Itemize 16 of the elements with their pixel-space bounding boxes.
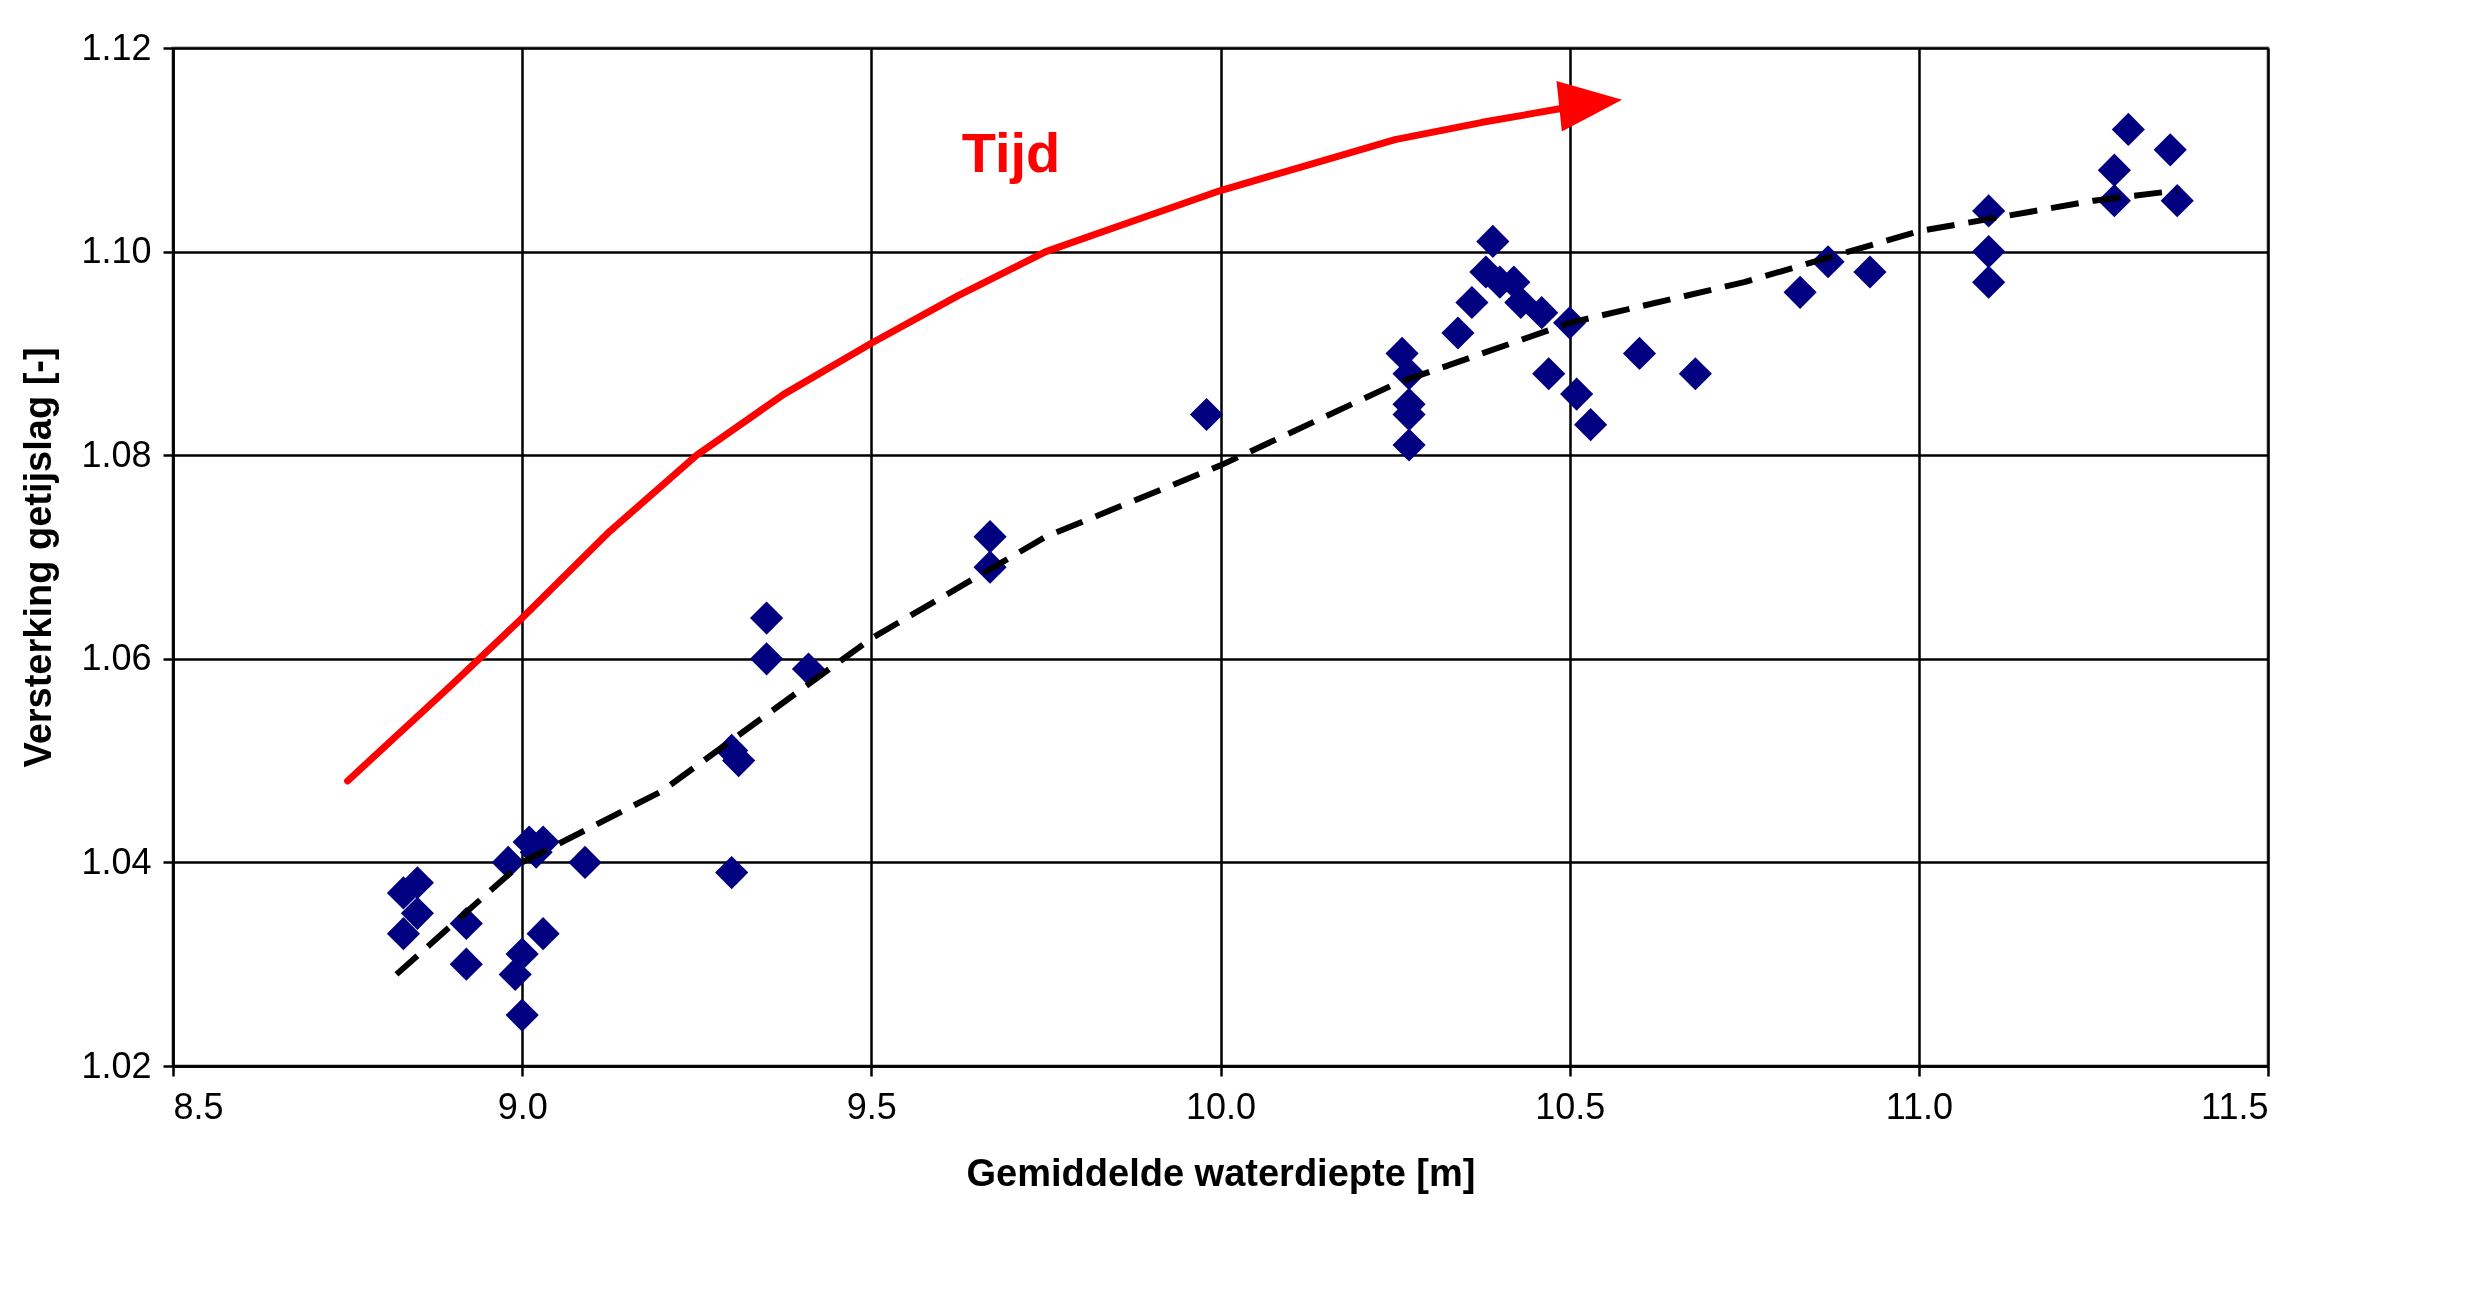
- y-tick-label: 1.02: [81, 1044, 152, 1086]
- x-tick-label: 10.0: [1185, 1085, 1257, 1127]
- y-tick-label: 1.06: [81, 637, 152, 679]
- annotation: Tijd: [961, 120, 1061, 184]
- x-tick-label: 8.5: [173, 1085, 224, 1127]
- y-tick-label: 1.04: [81, 840, 152, 882]
- x-axis-title: Gemiddelde waterdiepte [m]: [966, 1151, 1476, 1194]
- x-tick-label: 10.5: [1535, 1085, 1606, 1127]
- y-axis-title: Versterking getijslag [-]: [17, 347, 60, 768]
- y-tick-label: 1.08: [81, 433, 152, 475]
- x-tick-label: 9.0: [497, 1085, 548, 1127]
- y-tick-label: 1.10: [81, 230, 152, 272]
- x-tick-label: 11.5: [2201, 1085, 2269, 1127]
- x-tick-label: 11.0: [1885, 1085, 1954, 1127]
- y-tick-label: 1.12: [81, 26, 152, 68]
- x-tick-label: 9.5: [846, 1085, 897, 1127]
